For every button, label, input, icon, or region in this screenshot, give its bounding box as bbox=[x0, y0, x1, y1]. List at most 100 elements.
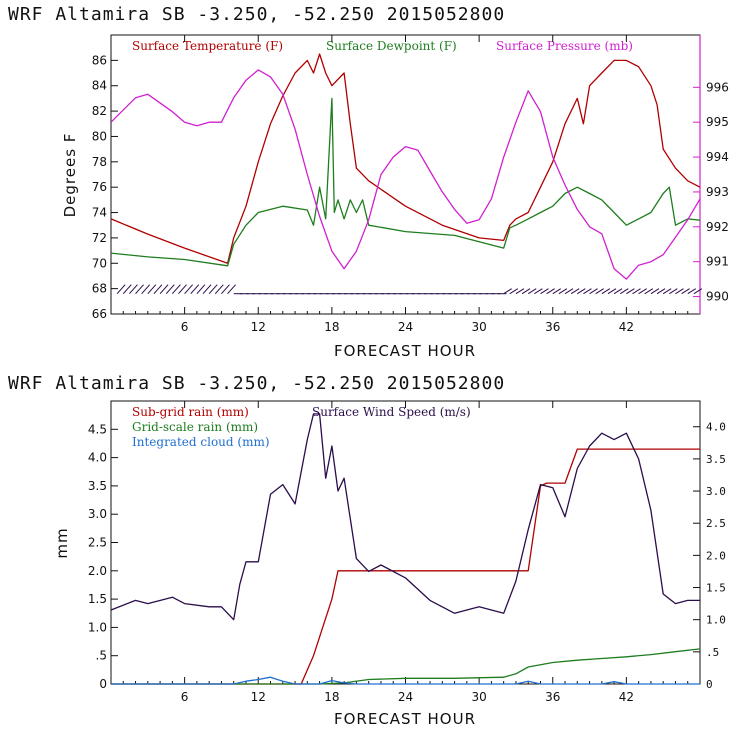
series-surface-dewpoint-f bbox=[110, 97, 701, 267]
y2-tick-label: .5 bbox=[706, 646, 719, 659]
y-tick-label: 0 bbox=[99, 677, 107, 691]
bottom-x-axis-label: FORECAST HOUR bbox=[334, 710, 476, 728]
wind-barb bbox=[552, 288, 562, 295]
wind-barb bbox=[159, 284, 169, 295]
wind-barb bbox=[184, 284, 193, 295]
y-tick-label: 82 bbox=[92, 104, 107, 118]
y-tick-label: 2.5 bbox=[88, 536, 107, 550]
wind-barb bbox=[577, 288, 586, 295]
wind-barb bbox=[178, 284, 187, 295]
y2-tick-label: 3.0 bbox=[706, 485, 726, 498]
y-tick-label: 86 bbox=[92, 53, 107, 67]
wind-barb bbox=[527, 288, 537, 295]
top-x-axis-label: FORECAST HOUR bbox=[334, 342, 476, 360]
y-tick-label: 3.5 bbox=[88, 479, 107, 493]
x-tick-label: 6 bbox=[181, 690, 189, 704]
x-tick-label: 36 bbox=[545, 320, 560, 334]
wind-barb bbox=[595, 288, 604, 295]
wind-barb bbox=[583, 288, 592, 295]
wind-barb bbox=[129, 284, 138, 295]
series-grid-scale-rain-mm bbox=[111, 648, 701, 685]
wind-barb bbox=[650, 288, 660, 295]
y-tick-label: 66 bbox=[92, 307, 107, 321]
wind-barb bbox=[221, 284, 230, 295]
y2-tick-label: 996 bbox=[706, 80, 729, 94]
wind-barb bbox=[607, 288, 617, 295]
series-surface-pressure-mb bbox=[110, 69, 701, 280]
wind-barb bbox=[165, 284, 175, 295]
y-tick-label: 4.5 bbox=[88, 422, 107, 436]
y2-tick-label: 994 bbox=[706, 150, 729, 164]
wind-barb bbox=[135, 284, 144, 295]
legend-surface-temperature: Surface Temperature (F) bbox=[132, 39, 283, 53]
wind-barb bbox=[534, 288, 543, 295]
series-sub-grid-rain-mm bbox=[111, 448, 700, 685]
wind-barb bbox=[601, 288, 611, 295]
y-tick-label: 76 bbox=[92, 180, 107, 194]
wind-barb bbox=[681, 288, 690, 295]
series-surface-temperature-f bbox=[110, 53, 701, 264]
wind-barb bbox=[693, 288, 703, 295]
y-tick-label: 84 bbox=[92, 79, 107, 93]
top-axes: 6 12 18 24 30 36 42 66 68 70 72 74 76 78 80 82 84 86 990 99… bbox=[92, 35, 729, 334]
wind-barb bbox=[147, 284, 157, 295]
x-tick-label: 24 bbox=[398, 690, 413, 704]
x-tick-label: 18 bbox=[324, 320, 339, 334]
legend-grid-scale-rain: Grid-scale rain (mm) bbox=[132, 420, 258, 434]
wind-barb bbox=[570, 288, 580, 295]
bottom-series bbox=[110, 413, 701, 685]
wind-barb bbox=[208, 284, 218, 295]
y2-tick-label: 2.5 bbox=[706, 517, 726, 530]
wind-barb bbox=[202, 284, 212, 295]
bottom-y-axis-label: mm bbox=[53, 527, 71, 558]
x-tick-label: 42 bbox=[619, 320, 634, 334]
wind-barb bbox=[613, 288, 623, 295]
legend-surface-dewpoint: Surface Dewpoint (F) bbox=[326, 39, 457, 53]
x-tick-label: 12 bbox=[251, 320, 266, 334]
y-tick-label: .5 bbox=[96, 649, 107, 663]
wind-barb bbox=[214, 284, 224, 295]
legend-surface-wind-speed: Surface Wind Speed (m/s) bbox=[312, 405, 471, 419]
wind-barb bbox=[171, 284, 181, 295]
wind-barb bbox=[116, 284, 126, 295]
y2-tick-label: 991 bbox=[706, 255, 729, 269]
y2-tick-label: 992 bbox=[706, 220, 729, 234]
wind-barb bbox=[515, 288, 525, 295]
x-tick-label: 12 bbox=[251, 690, 266, 704]
y2-tick-label: 990 bbox=[706, 290, 729, 304]
x-tick-label: 18 bbox=[324, 690, 339, 704]
wind-barb bbox=[662, 288, 672, 295]
wind-barb bbox=[656, 288, 666, 295]
y-tick-label: 72 bbox=[92, 231, 107, 245]
y-tick-label: 1.0 bbox=[88, 620, 107, 634]
top-series bbox=[110, 53, 701, 280]
wind-barb bbox=[503, 288, 512, 295]
y2-tick-label: 1.0 bbox=[706, 614, 726, 627]
y-tick-label: 78 bbox=[92, 155, 107, 169]
x-tick-label: 24 bbox=[398, 320, 413, 334]
series-surface-wind-speed-m-s bbox=[110, 413, 700, 621]
wind-barb bbox=[558, 288, 568, 295]
top-chart-title: WRF Altamira SB -3.250, -52.250 20150528… bbox=[8, 4, 505, 25]
wind-barb bbox=[521, 288, 531, 295]
x-tick-label: 30 bbox=[471, 690, 486, 704]
wind-barb bbox=[564, 288, 574, 295]
wind-barb bbox=[687, 288, 696, 295]
y-tick-label: 2.0 bbox=[88, 564, 107, 578]
bottom-chart-title: WRF Altamira SB -3.250, -52.250 20150528… bbox=[8, 373, 505, 394]
wind-barb bbox=[540, 288, 549, 295]
y2-tick-label: 2.0 bbox=[706, 549, 726, 562]
wind-barb bbox=[638, 288, 647, 295]
x-tick-label: 30 bbox=[471, 320, 486, 334]
legend-sub-grid-rain: Sub-grid rain (mm) bbox=[132, 405, 249, 419]
wind-barb bbox=[227, 284, 236, 295]
y-tick-label: 68 bbox=[92, 282, 107, 296]
wind-barb bbox=[632, 288, 641, 295]
y2-tick-label: 995 bbox=[706, 115, 729, 129]
y-tick-label: 4.0 bbox=[88, 451, 107, 465]
y2-tick-label: 0 bbox=[706, 678, 713, 691]
wind-barb bbox=[675, 288, 684, 295]
legend-surface-pressure: Surface Pressure (mb) bbox=[496, 39, 633, 53]
y-tick-label: 80 bbox=[92, 129, 107, 143]
